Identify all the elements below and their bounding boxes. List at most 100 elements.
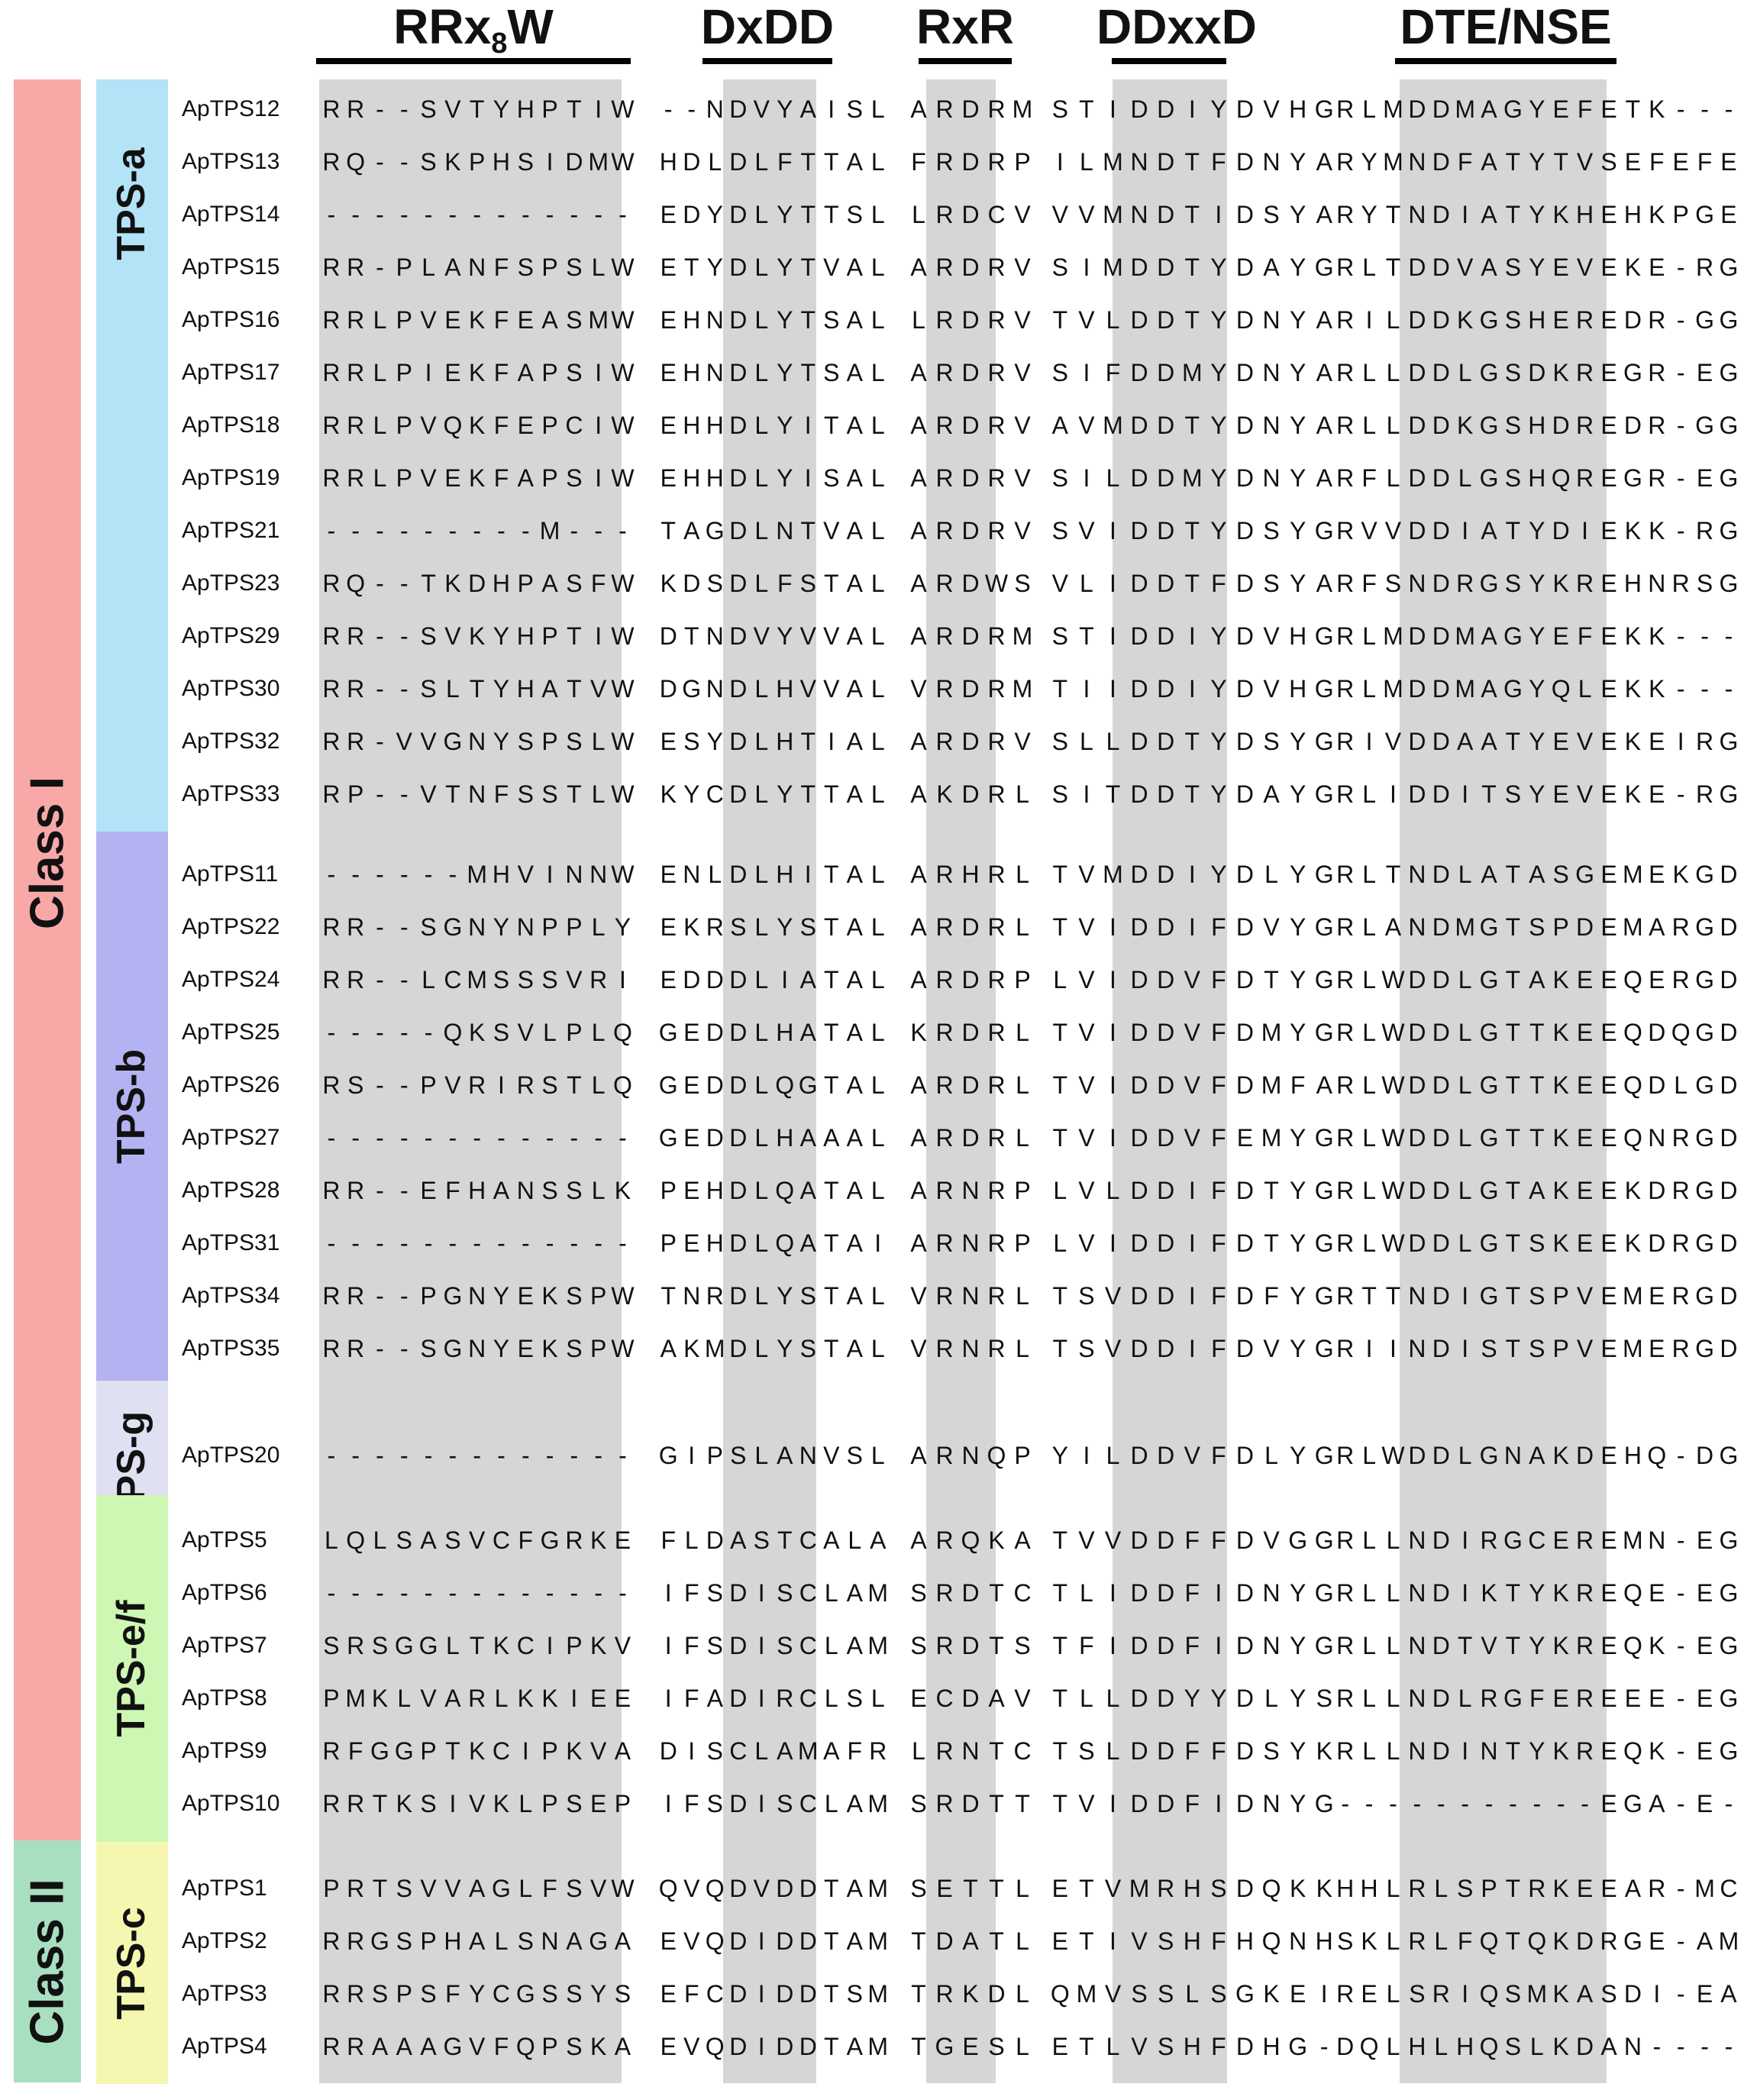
residue: G	[443, 2033, 463, 2060]
residue: D	[961, 517, 980, 544]
residue: -	[424, 861, 433, 888]
residue: L	[1458, 861, 1472, 888]
residue: G	[1695, 1229, 1714, 1257]
residue: -	[327, 517, 336, 544]
residue: A	[910, 913, 927, 941]
residue: V	[517, 861, 534, 888]
residue: Q	[1671, 1019, 1691, 1046]
residue: Y	[1529, 201, 1545, 228]
residue: L	[1362, 861, 1376, 888]
residue: M	[1694, 1875, 1715, 1902]
residue: R	[1336, 201, 1355, 228]
residue: D	[1157, 1790, 1175, 1817]
residue: A	[823, 1124, 840, 1152]
residue: I	[1188, 861, 1196, 888]
residue: I	[595, 95, 602, 123]
residue: Y	[1529, 254, 1545, 281]
residue: R	[935, 1124, 954, 1152]
residue: -	[545, 201, 554, 228]
sequence-name: ApTPS11	[182, 861, 279, 887]
residue: G	[1479, 1019, 1499, 1046]
residue: E	[1649, 780, 1665, 808]
residue: G	[1479, 1071, 1499, 1099]
residue: I	[688, 1737, 696, 1765]
residue: F	[683, 1632, 699, 1659]
residue: A	[1624, 1875, 1642, 1902]
residue: A	[846, 1335, 863, 1362]
residue: T	[823, 1980, 839, 2008]
residue: D	[1528, 359, 1546, 386]
residue: S	[420, 1335, 437, 1362]
residue: I	[1109, 1579, 1116, 1607]
class-label: Class II	[21, 1878, 74, 2045]
residue: R	[1336, 1177, 1355, 1204]
residue: F	[493, 780, 509, 808]
residue: R	[935, 1737, 954, 1765]
residue: E	[1600, 780, 1617, 808]
residue: S	[347, 1071, 364, 1099]
residue: D	[1576, 1442, 1594, 1469]
residue: W	[1381, 1177, 1405, 1204]
residue: D	[1157, 359, 1175, 386]
sequence-segment: ---------M---	[319, 515, 635, 546]
residue: A	[910, 622, 927, 650]
residue: N	[1408, 201, 1426, 228]
residue: H	[961, 861, 980, 888]
residue: Y	[1051, 1442, 1068, 1469]
residue: E	[1600, 201, 1617, 228]
residue: Y	[777, 359, 793, 386]
residue: V	[1263, 1335, 1280, 1362]
residue: R	[987, 464, 1006, 492]
residue: K	[1624, 622, 1642, 650]
residue: K	[469, 1737, 486, 1765]
sequence-name: ApTPS19	[182, 465, 280, 490]
subfamily-label: TPS-c	[109, 1906, 153, 2020]
residue: T	[1505, 1071, 1521, 1099]
residue: A	[1649, 913, 1665, 941]
residue: K	[1624, 1177, 1642, 1204]
residue: A	[1316, 464, 1332, 492]
residue: G	[1719, 780, 1739, 808]
residue: D	[961, 1579, 980, 1607]
residue: D	[1552, 517, 1570, 544]
residue: S	[323, 1632, 340, 1659]
residue: Y	[1289, 412, 1306, 439]
residue: A	[1481, 728, 1497, 755]
residue: E	[1600, 1790, 1617, 1817]
residue: R	[987, 1282, 1006, 1310]
residue: L	[1458, 1442, 1472, 1469]
residue: -	[376, 517, 384, 544]
residue: R	[322, 1737, 341, 1765]
residue: A	[683, 517, 700, 544]
residue: I	[1461, 1335, 1469, 1362]
residue: N	[1648, 1527, 1666, 1554]
residue: D	[1432, 1282, 1450, 1310]
residue: T	[1184, 780, 1200, 808]
residue: W	[611, 1282, 635, 1310]
residue: I	[449, 1790, 457, 1817]
residue: E	[1600, 464, 1617, 492]
residue: D	[1157, 1124, 1175, 1152]
residue: D	[1432, 570, 1450, 597]
residue: D	[1432, 464, 1450, 492]
residue: E	[1600, 1875, 1617, 1902]
residue: S	[799, 1282, 816, 1310]
residue: A	[1456, 728, 1474, 755]
residue: R	[322, 675, 341, 703]
residue: -	[1700, 95, 1709, 123]
residue: G	[1719, 306, 1739, 334]
residue: D	[706, 1124, 724, 1152]
residue: T	[1052, 1790, 1068, 1817]
residue: -	[376, 201, 384, 228]
residue: L	[754, 1335, 769, 1362]
